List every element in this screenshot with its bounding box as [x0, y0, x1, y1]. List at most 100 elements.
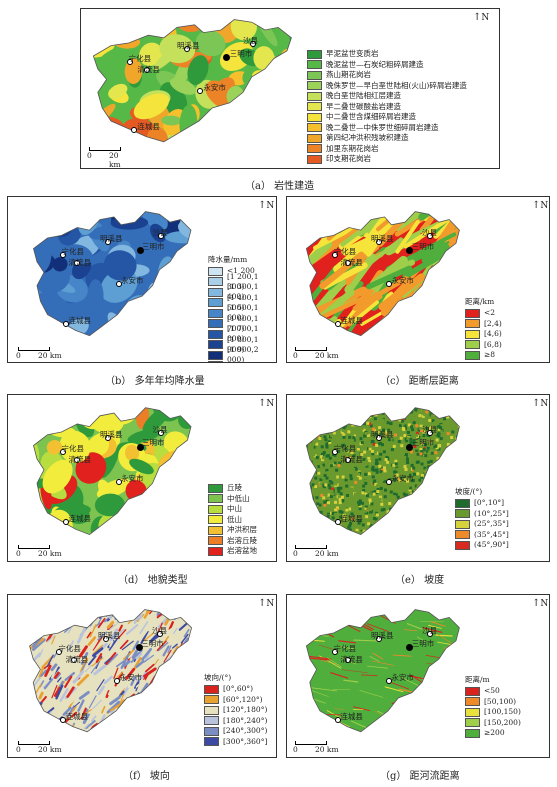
map-patch — [322, 451, 326, 454]
map-patch — [463, 462, 466, 465]
map-patch — [385, 503, 389, 507]
map-patch — [87, 279, 104, 312]
map-patch — [468, 413, 471, 416]
map-patch — [407, 540, 410, 541]
map-patch — [435, 502, 439, 506]
map-patch — [399, 512, 403, 516]
legend-label: [1 500,1 600) — [227, 303, 259, 323]
legend-item: [1 800,1 900) — [208, 335, 276, 354]
map-patch — [372, 468, 376, 472]
map-patch — [39, 708, 44, 715]
legend-item: 晚泥盆世—石炭纪粗碎屑建造 — [307, 60, 467, 71]
map-patch — [452, 457, 455, 461]
map-patch — [321, 423, 324, 427]
map-patch — [379, 470, 383, 474]
map-patch — [141, 647, 153, 661]
county-marker-icon — [426, 233, 433, 240]
map-patch — [466, 448, 469, 451]
legend-label: [180°,240°) — [223, 715, 268, 725]
map-patch — [103, 675, 113, 685]
map-patch — [338, 461, 342, 465]
map-patch — [378, 457, 382, 461]
map-patch — [335, 530, 339, 534]
map-patch — [424, 510, 428, 514]
map-patch — [421, 501, 425, 505]
place-label: 三明市 — [411, 241, 435, 251]
map-patch — [339, 646, 355, 650]
county-marker-icon — [59, 251, 66, 258]
map-patch — [309, 495, 313, 499]
map-patch — [148, 726, 162, 732]
map-patch — [330, 736, 357, 737]
map-patch — [386, 535, 389, 538]
map-patch — [426, 509, 430, 513]
map-patch — [342, 426, 346, 430]
map-patch — [306, 211, 344, 227]
legend-item: [60°,120°) — [204, 695, 267, 706]
map-patch — [405, 506, 409, 510]
map-patch — [285, 20, 292, 37]
map-patch — [217, 115, 241, 141]
map-patch — [178, 621, 190, 631]
legend-item: 岩溶丘陵 — [208, 536, 257, 547]
map-patch — [314, 510, 317, 514]
map-patch — [419, 535, 422, 538]
map-patch — [29, 723, 42, 732]
map-b — [33, 211, 192, 337]
map-patch — [179, 305, 191, 330]
map-patch — [468, 428, 471, 431]
map-patch — [380, 508, 384, 512]
map-patch — [432, 522, 436, 526]
legend-item: [100,150) — [465, 707, 521, 718]
map-patch — [331, 516, 335, 520]
map-patch — [357, 501, 361, 505]
map-patch — [367, 490, 371, 493]
map-patch — [371, 509, 374, 513]
legend-label: [6,8) — [484, 339, 502, 349]
map-patch — [345, 450, 349, 454]
legend-swatch — [208, 298, 223, 308]
map-patch — [367, 665, 389, 669]
map-patch — [307, 419, 310, 422]
map-patch — [310, 514, 314, 518]
map-patch — [430, 445, 434, 449]
map-patch — [471, 256, 473, 280]
map-patch — [431, 534, 435, 535]
legend-swatch — [307, 91, 322, 101]
county-marker-icon — [335, 320, 341, 327]
legend-swatch — [208, 361, 223, 362]
legend-item: 第四纪冲洪积残坡积建造 — [307, 133, 467, 144]
map-patch — [316, 502, 320, 506]
map-patch — [153, 722, 159, 730]
map-patch — [351, 424, 355, 428]
map-patch — [382, 431, 386, 435]
map-patch — [152, 712, 158, 721]
map-patch — [372, 517, 376, 520]
scale-label-left: 0 — [87, 151, 92, 160]
map-patch — [392, 518, 395, 522]
map-patch — [412, 489, 416, 493]
map-patch — [403, 214, 454, 249]
map-patch — [34, 624, 41, 633]
map-patch — [342, 433, 346, 437]
legend-swatch — [465, 319, 480, 329]
map-patch — [116, 671, 124, 679]
map-patch — [318, 437, 322, 440]
map-patch — [364, 492, 368, 496]
map-patch — [375, 458, 379, 462]
map-patch — [341, 475, 345, 479]
map-patch — [450, 450, 454, 454]
map-patch — [74, 656, 89, 667]
map-patch — [470, 438, 473, 441]
map-patch — [319, 407, 323, 410]
map-patch — [378, 426, 382, 430]
legend-item: (10°,25°] — [455, 509, 509, 520]
map-patch — [432, 466, 435, 470]
map-patch — [324, 529, 327, 533]
map-patch — [406, 508, 410, 512]
map-patch — [33, 211, 50, 219]
map-patch — [421, 678, 440, 685]
map-patch — [189, 696, 192, 705]
map-patch — [367, 623, 389, 632]
legend-swatch — [208, 494, 223, 504]
